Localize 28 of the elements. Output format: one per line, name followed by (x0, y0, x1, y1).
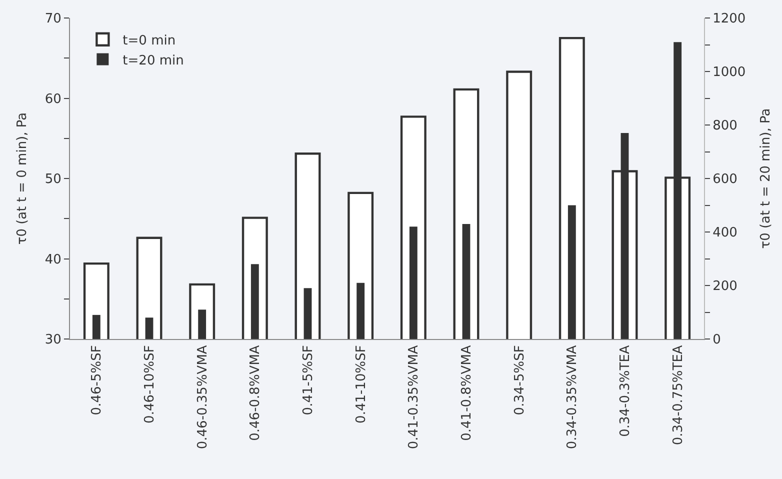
y2-axis-title: τ0 (at t = 20 min), Pa (758, 108, 774, 249)
y2-tick-label: 400 (712, 226, 738, 241)
x-tick-label: 0.34-5%SF (512, 345, 528, 416)
y-axis-title: τ0 (at t = 0 min), Pa (14, 112, 30, 245)
x-tick-label: 0.41-0.8%VMA (459, 345, 474, 441)
y-tick-label: 50 (44, 172, 62, 188)
y2-tick-label: 1200 (712, 12, 746, 27)
y-tick-label: 30 (44, 332, 62, 348)
x-tick-label: 0.34-0.35%VMA (565, 345, 580, 450)
y2-tick-label: 600 (712, 172, 738, 188)
x-tick-label: 0.41-10%SF (354, 345, 369, 424)
x-tick-label: 0.41-5%SF (300, 345, 316, 416)
legend-label: t=0 min (122, 33, 176, 48)
y-tick-label: 70 (44, 12, 62, 27)
x-tick-label: 0.46-0.8%VMA (248, 345, 264, 441)
x-tick-label: 0.46-5%SF (90, 345, 105, 416)
x-tick-label: 0.46-10%SF (142, 345, 158, 424)
y2-tick-label: 1000 (712, 65, 746, 80)
y-tick-label: 40 (44, 252, 62, 268)
x-tick-label: 0.34-0.3%TEA (618, 345, 633, 437)
y2-tick-label: 0 (712, 332, 721, 348)
x-tick-label: 0.41-0.35%VMA (406, 345, 422, 450)
y2-tick-label: 200 (712, 279, 738, 294)
x-tick-label: 0.34-0.75%TEA (670, 345, 686, 446)
x-tick-label: 0.46-0.35%VMA (195, 345, 210, 450)
legend-label: t=20 min (122, 53, 184, 68)
y2-tick-label: 800 (712, 118, 738, 134)
y-tick-label: 60 (44, 92, 62, 107)
